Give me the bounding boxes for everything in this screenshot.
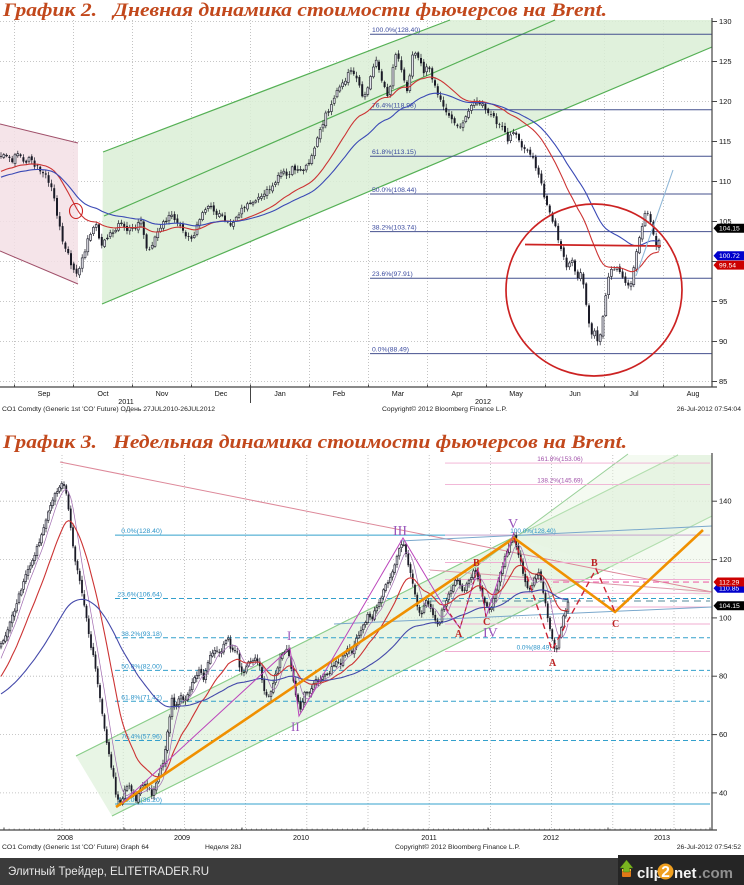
svg-text:B: B <box>473 558 480 569</box>
svg-text:Jun: Jun <box>569 389 581 398</box>
svg-text:Nov: Nov <box>156 389 169 398</box>
svg-text:CO1 Comdty (Generic 1st 'CO' F: CO1 Comdty (Generic 1st 'CO' Future) ОДе… <box>2 406 215 413</box>
svg-text:I: I <box>287 628 291 643</box>
svg-text:CO1 Comdty (Generic 1st 'CO' F: CO1 Comdty (Generic 1st 'CO' Future) Gra… <box>2 844 149 851</box>
svg-text:100.0%(128.40): 100.0%(128.40) <box>510 528 555 535</box>
svg-text:50.0%(108.44): 50.0%(108.44) <box>372 187 417 194</box>
svg-text:2012: 2012 <box>543 833 559 842</box>
svg-text:2011: 2011 <box>118 397 133 406</box>
svg-text:Feb: Feb <box>333 389 345 398</box>
svg-text:60: 60 <box>719 730 727 739</box>
svg-text:105: 105 <box>719 217 732 226</box>
svg-text:2008: 2008 <box>57 833 73 842</box>
svg-text:IV: IV <box>483 626 498 641</box>
svg-text:140: 140 <box>719 497 732 506</box>
svg-text:100: 100 <box>719 613 732 622</box>
svg-text:130: 130 <box>719 17 732 26</box>
svg-text:110: 110 <box>719 177 731 186</box>
svg-text:C: C <box>612 619 619 630</box>
svg-text:Copyright© 2012 Bloomberg Fina: Copyright© 2012 Bloomberg Finance L.P. <box>382 405 507 413</box>
svg-text:99.54: 99.54 <box>719 263 736 270</box>
svg-text:115: 115 <box>719 137 731 146</box>
svg-text:61.8%(71.42): 61.8%(71.42) <box>121 694 162 701</box>
svg-text:Неделя 28J: Неделя 28J <box>205 844 242 851</box>
svg-text:2012: 2012 <box>475 397 491 406</box>
svg-text:Oct: Oct <box>97 389 108 398</box>
svg-text:120: 120 <box>719 555 732 564</box>
svg-text:График 3. Недельная динамика: График 3. Недельная динамика стоимости ф… <box>2 433 627 453</box>
svg-text:2011: 2011 <box>421 833 436 842</box>
svg-text:40: 40 <box>719 788 727 797</box>
svg-text:Aug: Aug <box>687 389 700 398</box>
svg-text:Mar: Mar <box>392 389 405 398</box>
svg-text:110.85: 110.85 <box>719 586 740 593</box>
svg-text:Sep: Sep <box>38 389 51 398</box>
svg-text:0.0%(88.49): 0.0%(88.49) <box>372 346 409 353</box>
svg-text:26-Jul-2012 07:54:52: 26-Jul-2012 07:54:52 <box>677 844 741 851</box>
svg-text:2009: 2009 <box>174 833 190 842</box>
svg-text:112.29: 112.29 <box>719 579 740 586</box>
svg-text:38.2%(103.74): 38.2%(103.74) <box>372 224 417 231</box>
svg-text:100.72: 100.72 <box>719 253 740 260</box>
svg-text:61.8%(113.15): 61.8%(113.15) <box>372 149 416 156</box>
svg-text:Apr: Apr <box>451 389 463 398</box>
svg-text:76.4%(118.98): 76.4%(118.98) <box>372 103 416 110</box>
svg-text:0.0%(128.40): 0.0%(128.40) <box>121 528 162 535</box>
svg-text:138.2%(145.69): 138.2%(145.69) <box>537 478 582 485</box>
svg-text:График 2. Дневная динамика с: График 2. Дневная динамика стоимости фью… <box>2 1 607 21</box>
svg-text:0.0%(88.49): 0.0%(88.49) <box>517 645 552 652</box>
svg-text:.com: .com <box>698 865 733 882</box>
svg-text:100.0%(128.40): 100.0%(128.40) <box>372 27 420 34</box>
svg-text:Dec: Dec <box>215 389 228 398</box>
svg-text:104.15: 104.15 <box>719 603 740 610</box>
svg-text:120: 120 <box>719 97 732 106</box>
svg-text:A: A <box>549 658 557 669</box>
svg-text:B: B <box>591 558 598 569</box>
svg-text:V: V <box>508 517 518 532</box>
svg-text:2013: 2013 <box>654 833 670 842</box>
svg-text:23.6%(97.91): 23.6%(97.91) <box>372 271 413 278</box>
svg-text:Copyright© 2012 Bloomberg Fina: Copyright© 2012 Bloomberg Finance L.P. <box>395 843 520 851</box>
svg-text:76.4%(57.96): 76.4%(57.96) <box>121 734 162 741</box>
svg-text:161.8%(153.06): 161.8%(153.06) <box>537 456 582 463</box>
svg-text:A: A <box>455 629 463 640</box>
svg-text:net: net <box>674 865 697 882</box>
svg-text:50.0%(82.00): 50.0%(82.00) <box>121 663 162 670</box>
svg-text:II: II <box>291 719 300 734</box>
svg-text:May: May <box>509 389 523 398</box>
svg-text:38.2%(93.18): 38.2%(93.18) <box>121 631 162 638</box>
svg-text:C: C <box>483 617 490 628</box>
svg-text:Jan: Jan <box>274 389 286 398</box>
svg-text:100.0%(36.20): 100.0%(36.20) <box>117 797 162 804</box>
svg-text:125: 125 <box>719 57 732 66</box>
svg-text:23.6%(106.64): 23.6%(106.64) <box>117 592 162 599</box>
svg-text:Элитный Трейдер, ELITETRADER.R: Элитный Трейдер, ELITETRADER.RU <box>8 866 209 878</box>
svg-text:2: 2 <box>661 864 670 881</box>
svg-text:III: III <box>393 524 407 539</box>
svg-text:clip: clip <box>637 865 663 882</box>
svg-text:104.15: 104.15 <box>719 226 740 233</box>
svg-text:90: 90 <box>719 337 727 346</box>
svg-text:95: 95 <box>719 297 727 306</box>
svg-text:80: 80 <box>719 672 727 681</box>
svg-text:26-Jul-2012 07:54:04: 26-Jul-2012 07:54:04 <box>677 406 741 413</box>
svg-text:85: 85 <box>719 377 727 386</box>
svg-text:2010: 2010 <box>293 833 309 842</box>
svg-text:Jul: Jul <box>629 389 639 398</box>
